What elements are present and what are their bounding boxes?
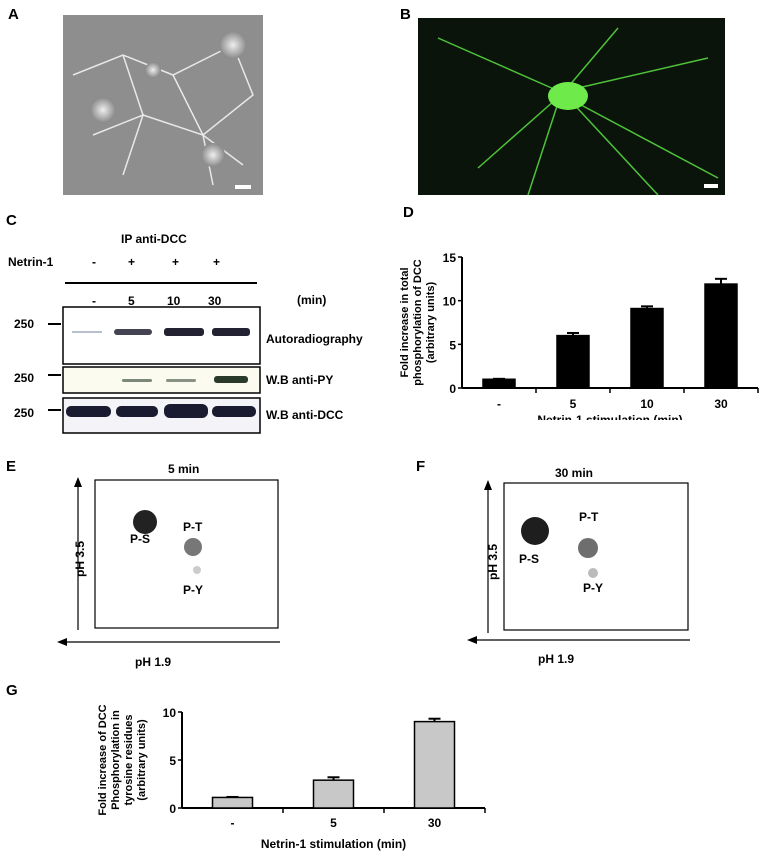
tlc-plate-f — [467, 480, 690, 644]
y-tick-label: 10 — [443, 295, 457, 309]
phase-contrast-image — [63, 15, 263, 195]
arrow-left-icon — [467, 636, 477, 644]
x-tick-label: - — [497, 397, 501, 411]
time-lane-4: 30 — [208, 294, 222, 308]
panel-label-b: B — [400, 6, 411, 23]
x-axis-label: Netrin-1 stimulation (min) — [261, 837, 406, 851]
netrin-lane-1: - — [92, 255, 96, 269]
spot-label-pt: P-T — [579, 510, 599, 524]
chart-d: 0 5 10 15 - 5 10 30 Netrin-1 stimulation (min) Fo… — [399, 251, 759, 420]
netrin-lane-3: + — [172, 255, 180, 269]
blot-label-anti-dcc: W.B anti-DCC — [266, 408, 344, 422]
x-tick-label: - — [231, 816, 235, 830]
bar — [312, 779, 355, 809]
bar — [413, 720, 456, 809]
marker-250: 250 — [14, 406, 35, 420]
y-axis-label: pH 3.5 — [486, 543, 500, 580]
spot-label-py: P-Y — [583, 581, 604, 595]
y-tick-label: 5 — [169, 754, 176, 768]
bar — [704, 283, 738, 389]
tlc-title: 5 min — [168, 462, 200, 476]
scale-bar — [235, 185, 251, 189]
y-tick-label: 0 — [169, 802, 176, 816]
panel-label-g: G — [6, 682, 18, 699]
panel-label-f: F — [416, 458, 426, 475]
netrin-lane-2: + — [128, 255, 136, 269]
bar — [211, 796, 254, 809]
chart-g: 0 5 10 - 5 30 Netrin-1 stimulation (min) Fold i… — [97, 704, 486, 851]
y-axis-label: Fold increase of DCCPhosphorylation inty… — [97, 704, 148, 815]
x-axis-label: Netrin-1 stimulation (min) — [537, 413, 682, 420]
time-unit: (min) — [297, 293, 327, 307]
x-tick-label: 30 — [428, 816, 442, 830]
panel-label-e: E — [6, 458, 17, 475]
netrin-label: Netrin-1 — [8, 255, 54, 269]
panel-label-a: A — [8, 6, 19, 23]
spot-label-pt: P-T — [183, 520, 203, 534]
western-blots — [48, 306, 261, 434]
y-axis-label: Fold increase in totalphosphorylation of… — [399, 259, 437, 386]
y-tick-label: 0 — [449, 382, 456, 396]
divider-line — [65, 282, 257, 284]
marker-250: 250 — [14, 371, 35, 385]
arrow-up-icon — [484, 480, 492, 490]
arrow-up-icon — [74, 477, 82, 487]
tlc-plate-e — [57, 477, 280, 646]
x-axis-label: pH 1.9 — [135, 655, 172, 669]
panel-label-d: D — [403, 204, 414, 221]
time-lane-3: 10 — [167, 294, 181, 308]
tlc-title: 30 min — [555, 466, 594, 480]
time-lane-1: - — [92, 294, 96, 308]
blot-label-anti-py: W.B anti-PY — [266, 373, 334, 387]
x-tick-label: 5 — [570, 397, 577, 411]
x-tick-label: 30 — [714, 397, 728, 411]
scale-bar — [704, 184, 718, 188]
y-tick-label: 10 — [163, 706, 177, 720]
y-axis-label: pH 3.5 — [73, 540, 87, 577]
panel-label-c: C — [6, 212, 17, 229]
x-tick-label: 10 — [640, 397, 654, 411]
spot-label-ps: P-S — [130, 532, 151, 546]
blot-label-autoradiography: Autoradiography — [266, 332, 363, 346]
spot-label-ps: P-S — [519, 552, 540, 566]
bar — [482, 378, 516, 389]
bar — [630, 307, 664, 389]
x-axis-label: pH 1.9 — [538, 652, 575, 666]
time-lane-2: 5 — [128, 294, 135, 308]
arrow-left-icon — [57, 638, 67, 646]
y-tick-label: 5 — [449, 338, 456, 352]
bar — [556, 334, 590, 389]
marker-250: 250 — [14, 317, 35, 331]
netrin-lane-4: + — [213, 255, 221, 269]
ip-label: IP anti-DCC — [121, 232, 187, 246]
x-tick-label: 5 — [330, 816, 337, 830]
fluorescence-image — [418, 18, 725, 195]
spot-label-py: P-Y — [183, 583, 204, 597]
y-tick-label: 15 — [443, 251, 457, 265]
